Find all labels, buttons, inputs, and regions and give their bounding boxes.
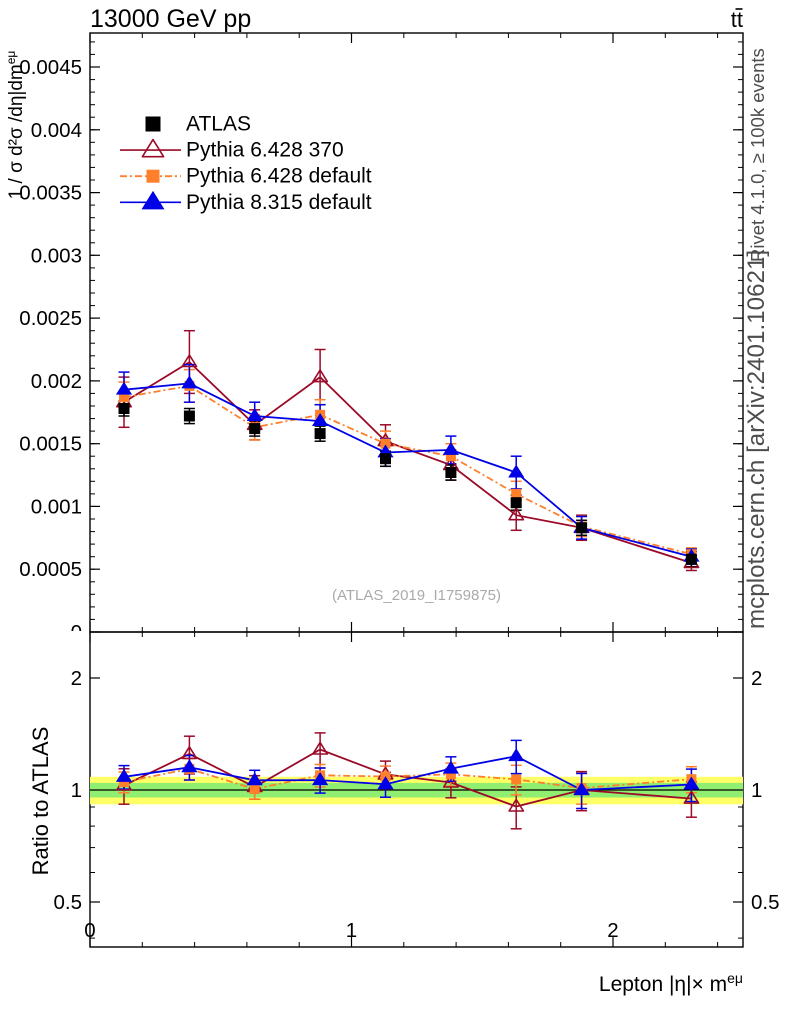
svg-text:0.5: 0.5	[751, 891, 780, 914]
svg-text:Pythia 6.428 default: Pythia 6.428 default	[186, 165, 372, 188]
svg-text:1 / σ d²σ /dη|dmeμ: 1 / σ d²σ /dη|dmeμ	[4, 51, 27, 200]
svg-text:1: 1	[751, 779, 762, 802]
svg-text:0.0015: 0.0015	[19, 433, 82, 456]
svg-text:2: 2	[607, 919, 618, 942]
svg-text:2: 2	[71, 667, 82, 690]
svg-text:Pythia 8.315 default: Pythia 8.315 default	[186, 191, 372, 214]
svg-text:(ATLAS_2019_I1759875): (ATLAS_2019_I1759875)	[332, 587, 501, 604]
svg-text:13000 GeV pp: 13000 GeV pp	[90, 5, 251, 33]
svg-text:0.0045: 0.0045	[19, 56, 82, 79]
svg-text:0: 0	[84, 919, 95, 942]
svg-text:0.0005: 0.0005	[19, 558, 82, 581]
svg-text:0.001: 0.001	[31, 495, 82, 518]
svg-text:0.003: 0.003	[31, 244, 82, 267]
svg-text:Lepton |η|× meμ: Lepton |η|× meμ	[599, 970, 743, 996]
svg-text:0.002: 0.002	[31, 370, 82, 393]
svg-text:1: 1	[346, 919, 357, 942]
svg-text:Ratio to ATLAS: Ratio to ATLAS	[28, 727, 53, 876]
svg-text:ATLAS: ATLAS	[186, 113, 251, 136]
svg-text:0.0035: 0.0035	[19, 182, 82, 205]
svg-text:0.004: 0.004	[31, 119, 82, 142]
svg-text:mcplots.cern.ch [arXiv:2401.10: mcplots.cern.ch [arXiv:2401.10621]	[743, 250, 770, 629]
svg-text:Pythia 6.428 370: Pythia 6.428 370	[186, 139, 344, 162]
svg-text:0: 0	[71, 621, 82, 644]
svg-text:1: 1	[71, 779, 82, 802]
svg-text:tt: tt	[731, 7, 743, 32]
svg-text:0.5: 0.5	[54, 891, 83, 914]
svg-text:Rivet 4.1.0, ≥ 100k events: Rivet 4.1.0, ≥ 100k events	[747, 48, 768, 262]
svg-text:2: 2	[751, 667, 762, 690]
svg-text:0.0025: 0.0025	[19, 307, 82, 330]
